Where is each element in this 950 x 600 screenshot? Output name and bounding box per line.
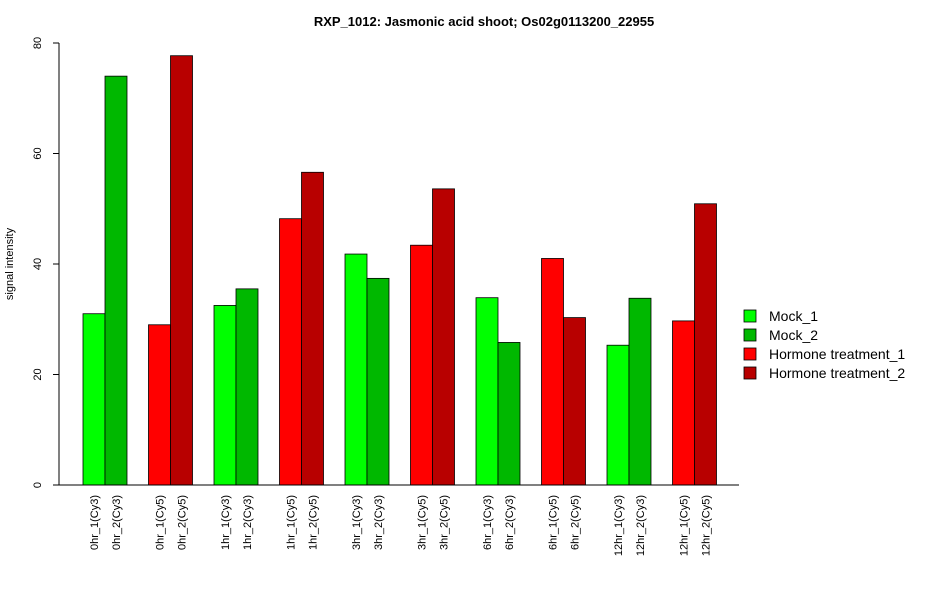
x-tick-label: 12hr_1(Cy5) — [679, 495, 691, 556]
x-tick-label: 0hr_1(Cy3) — [89, 495, 101, 550]
x-tick-label: 12hr_2(Cy5) — [701, 495, 713, 556]
bar — [235, 288, 259, 486]
x-tick-label: 1hr_2(Cy5) — [308, 495, 320, 550]
y-axis-label: signal intensity — [4, 227, 16, 300]
x-tick-labels: 0hr_1(Cy3) 0hr_2(Cy3) 0hr_1(Cy5) 0hr_2(Cy5)… — [89, 495, 713, 556]
x-tick-label: 6hr_1(Cy5) — [548, 495, 560, 550]
bars-group — [82, 55, 717, 486]
bar — [628, 297, 652, 486]
x-tick-label: 0hr_2(Cy5) — [177, 495, 189, 550]
x-tick-label: 1hr_1(Cy5) — [286, 495, 298, 550]
bar — [432, 188, 455, 486]
y-tick-label: 60 — [32, 147, 44, 159]
y-axis: 0 20 40 60 80 — [32, 37, 60, 488]
x-tick-label: 0hr_1(Cy5) — [155, 495, 167, 550]
legend-swatch — [743, 366, 757, 380]
y-tick-label: 0 — [32, 482, 44, 488]
bar — [410, 244, 433, 486]
legend-swatch — [743, 309, 757, 323]
x-tick-label: 3hr_2(Cy3) — [373, 495, 385, 550]
y-tick-label: 20 — [32, 368, 44, 380]
bar — [279, 218, 302, 486]
x-tick-label: 3hr_1(Cy3) — [351, 495, 363, 550]
legend-label: Hormone treatment_1 — [769, 346, 905, 362]
bar — [344, 253, 368, 486]
legend-swatch — [743, 328, 757, 342]
x-tick-label: 12hr_2(Cy3) — [635, 495, 647, 556]
legend-label: Mock_1 — [769, 308, 818, 324]
x-tick-label: 12hr_1(Cy3) — [613, 495, 625, 556]
legend-label: Hormone treatment_2 — [769, 365, 905, 381]
bar — [301, 171, 324, 486]
legend-label: Mock_2 — [769, 327, 818, 343]
x-tick-label: 6hr_2(Cy5) — [570, 495, 582, 550]
chart-title: RXP_1012: Jasmonic acid shoot; Os02g0113… — [314, 14, 654, 29]
bar — [475, 297, 499, 486]
y-tick-label: 40 — [32, 258, 44, 270]
x-tick-label: 6hr_1(Cy3) — [482, 495, 494, 550]
bar — [213, 305, 237, 486]
legend-swatch — [743, 347, 757, 361]
x-tick-label: 3hr_1(Cy5) — [417, 495, 429, 550]
x-tick-label: 1hr_2(Cy3) — [242, 495, 254, 550]
bar — [148, 324, 171, 486]
bar — [366, 277, 390, 486]
bar — [497, 342, 521, 486]
bar — [606, 344, 630, 486]
bar — [104, 75, 128, 486]
bar — [672, 320, 695, 486]
x-tick-label: 0hr_2(Cy3) — [111, 495, 123, 550]
x-tick-label: 3hr_2(Cy5) — [439, 495, 451, 550]
y-tick-label: 80 — [32, 37, 44, 49]
bar — [541, 258, 564, 486]
x-tick-label: 1hr_1(Cy3) — [220, 495, 232, 550]
legend: Mock_1 Mock_2 Hormone treatment_1 Hormone t… — [743, 308, 905, 381]
bar — [82, 313, 106, 486]
bar — [170, 55, 193, 486]
x-tick-label: 6hr_2(Cy3) — [504, 495, 516, 550]
bar — [694, 203, 717, 486]
bar — [563, 317, 586, 486]
